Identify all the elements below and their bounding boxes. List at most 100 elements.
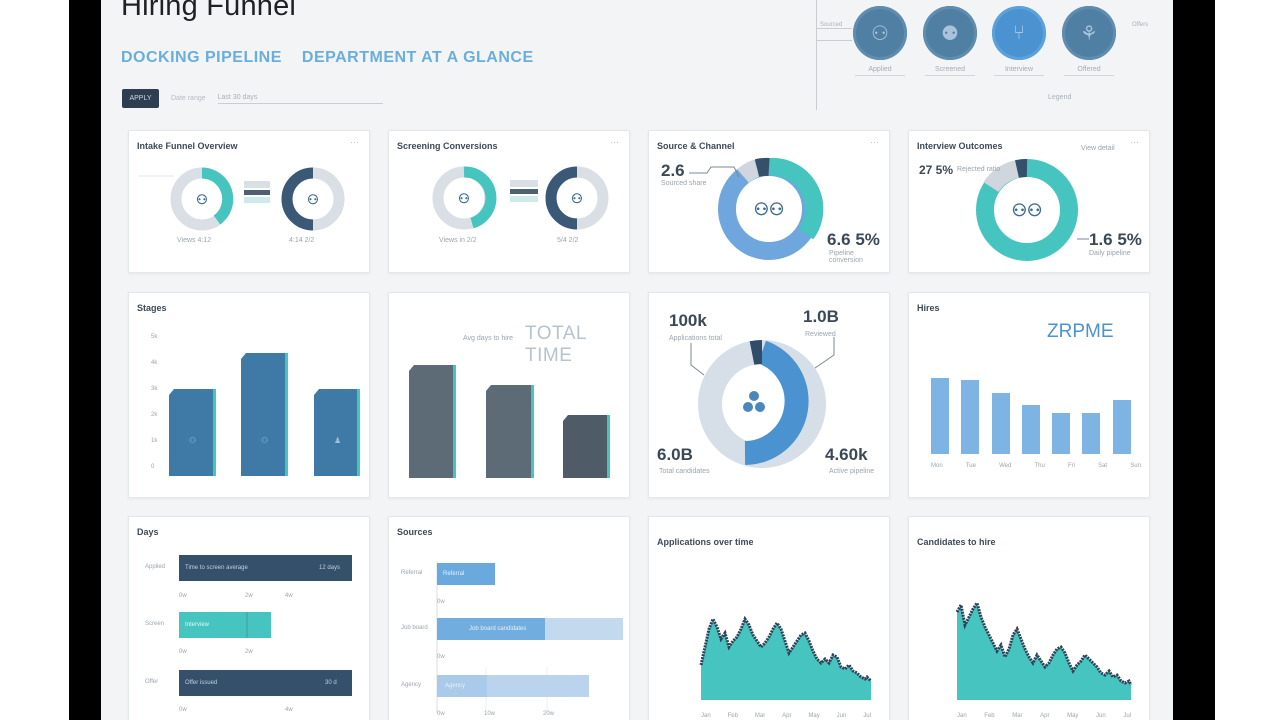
x-label: Jan (701, 713, 711, 719)
card-title: Candidates to hire (917, 537, 996, 547)
bar-inner-label: Time to screen average (185, 565, 248, 571)
tab-pipeline[interactable]: DOCKING PIPELINE (121, 49, 282, 66)
days-hbar-chart (179, 555, 352, 696)
card-candidates-to-hire: Candidates to hire Jan Feb Mar Apr May J… (908, 516, 1150, 720)
svg-text:⚇: ⚇ (189, 436, 196, 445)
x-label: Thu (1034, 463, 1045, 469)
stages-bar-chart: ⚇ ⚇ ♟ (169, 353, 360, 476)
stage-applied[interactable]: ⚇ Applied (853, 6, 907, 76)
stage-interview[interactable]: ⑂ Interview (992, 6, 1046, 76)
card-title: Stages (137, 303, 167, 313)
more-icon[interactable]: ⋯ (610, 137, 619, 147)
stage-side-right: Offers (1132, 22, 1149, 28)
card-screening: Screening Conversions ⋯ ⚇ ⚇ Views in 2/2… (388, 130, 630, 273)
card-days-per-stage: Days Applied Time to screen average 12 d… (128, 516, 370, 720)
donut-pair-chart: ⚇ ⚇ (432, 166, 609, 230)
callout-bottom-value: 1.6 5% (1089, 230, 1142, 249)
card-title: Sources (397, 527, 433, 537)
card-applications-over-time: Applications over time Jan Feb Mar Apr M… (648, 516, 890, 720)
applications-area-chart (699, 615, 873, 700)
more-icon[interactable]: ⋯ (350, 137, 359, 147)
x-label: Wed (999, 463, 1012, 469)
stage-offered[interactable]: ⚘ Offered (1062, 6, 1116, 76)
row-label: Screen (145, 621, 165, 627)
candidates-area-chart (955, 599, 1133, 700)
x-label: Jul (863, 713, 871, 719)
tab-department[interactable]: DEPARTMENT AT A GLANCE (301, 49, 534, 66)
people-icon: ⚇ (853, 6, 907, 60)
sub-top-left: Applications total (669, 335, 722, 342)
legend-link[interactable]: Legend (1048, 94, 1072, 101)
value-top-left: 100k (669, 311, 707, 330)
outcomes-donut-chart: ⚇⚇ (976, 159, 1089, 261)
x-tick: 4w (285, 593, 293, 599)
row-label: Applied (145, 564, 166, 570)
y-tick: 3k (151, 386, 158, 392)
stage-label: Interview (1004, 66, 1033, 73)
stage-side-left: Sourced (820, 22, 843, 28)
x-axis-labels: Jan Feb Mar Apr May Jun Jul (701, 713, 871, 719)
card-hires-weekly: Hires ZRPME Mon Tue Wed Thu Fri Sat Sun (908, 292, 1150, 498)
subtab-bar: DOCKING PIPELINE DEPARTMENT AT A GLANCE (121, 49, 534, 67)
donut-pair-chart: ⚇ ⚇ (139, 167, 345, 231)
x-label: Fri (1067, 463, 1075, 469)
date-range-input[interactable]: Last 30 days (217, 94, 383, 104)
more-icon[interactable]: ⋯ (1130, 137, 1139, 147)
x-label: Sat (1098, 463, 1108, 469)
view-detail-link[interactable]: View detail (1081, 145, 1115, 152)
stage-screened[interactable]: ⚉ Screened (923, 6, 977, 76)
stage-underline (925, 75, 975, 76)
y-tick: 5k (151, 334, 158, 340)
source-donut-chart: ⚇⚇ (689, 157, 824, 260)
sub-top-right: Reviewed (805, 331, 836, 338)
left-donut-label: Views 4:12 (177, 237, 212, 244)
card-title: Days (137, 527, 159, 537)
stage-connector (816, 0, 817, 110)
dashboard-screen: Hiring Funnel DOCKING PIPELINE DEPARTMEN… (101, 0, 1173, 720)
y-tick: 0 (151, 464, 155, 470)
x-tick: 0w (179, 593, 187, 599)
hires-bar-chart (931, 378, 1131, 454)
x-label: Apr (1040, 713, 1050, 719)
bar-value: 12 days (319, 565, 341, 571)
stage-connector (816, 40, 852, 41)
card-title: Interview Outcomes (917, 141, 1003, 151)
callout-top-sub: Sourced share (661, 180, 707, 187)
apply-filter-button[interactable]: APPLY (122, 89, 159, 108)
callout-bottom-sub: Daily pipeline (1089, 250, 1131, 257)
x-axis-labels: Jan Feb Mar Apr May Jun Jul (957, 713, 1131, 719)
bar-inner-label: Job board candidates (469, 626, 527, 632)
card-title: Screening Conversions (397, 141, 498, 151)
candidates-donut-chart (690, 337, 835, 468)
x-tick: 2w (245, 593, 253, 599)
stage-underline (994, 75, 1044, 76)
y-tick: 4k (151, 360, 158, 366)
x-label: Feb (727, 713, 738, 719)
x-label: Apr (782, 713, 792, 719)
more-icon[interactable]: ⋯ (870, 137, 879, 147)
x-label: Tue (965, 463, 976, 469)
x-tick: 4w (285, 707, 293, 713)
date-range-label: Date range (171, 95, 206, 102)
header-label: ZRPME (1047, 321, 1114, 342)
x-tick: 10w (484, 711, 496, 717)
callout-top-value: 2.6 (661, 161, 685, 180)
sub-bottom-right: Active pipeline (829, 468, 875, 475)
handshake-icon: ⚘ (1062, 6, 1116, 60)
row-label: Offer (145, 679, 159, 685)
svg-text:⚇: ⚇ (571, 191, 583, 206)
x-axis-labels: Mon Tue Wed Thu Fri Sat Sun (931, 463, 1141, 469)
card-sources: Sources Referral Referral 0w Job board J… (388, 516, 630, 720)
sources-hbar-chart (436, 561, 623, 713)
card-source-channel: Source & Channel ⋯ ⚇⚇ 2.6 Sourced share … (648, 130, 890, 273)
y-tick: 2k (151, 412, 158, 418)
header-label: TOTAL TIME (525, 323, 587, 366)
stage-underline (1064, 75, 1114, 76)
card-title: Applications over time (657, 537, 754, 547)
page-title: Hiring Funnel (121, 0, 297, 22)
value-top-right: 1.0B (803, 307, 839, 326)
sub-bottom-left: Total candidates (659, 468, 710, 475)
card-title: Source & Channel (657, 141, 735, 151)
filter-row: APPLY Date range Last 30 days (122, 89, 383, 108)
device-bezel-right (1173, 0, 1215, 720)
